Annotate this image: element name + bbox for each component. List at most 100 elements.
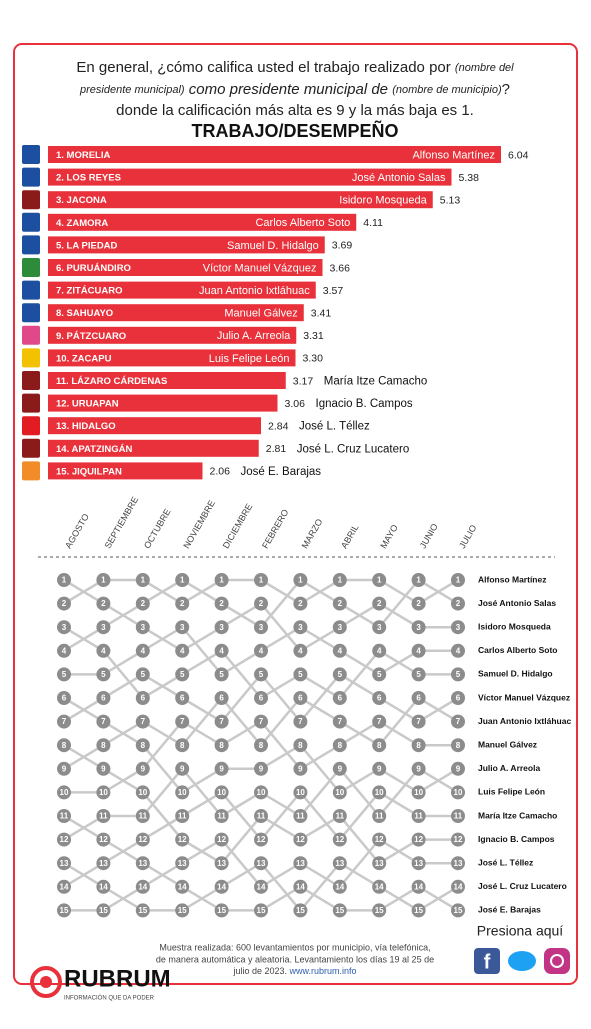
rank-dot bbox=[254, 879, 268, 894]
rank-number: 4 bbox=[456, 646, 461, 655]
rank-number: 10 bbox=[375, 788, 384, 797]
rank-dot bbox=[411, 643, 426, 658]
rank-number: 11 bbox=[139, 812, 148, 821]
rank-number: 13 bbox=[296, 859, 305, 868]
rank-number: 7 bbox=[377, 717, 382, 726]
rank-number: 15 bbox=[217, 906, 226, 915]
rank-number: 5 bbox=[259, 670, 264, 679]
rank-dot bbox=[96, 903, 111, 918]
rank-dot bbox=[254, 856, 268, 871]
bar bbox=[48, 191, 433, 209]
month-label: JUNIO bbox=[418, 522, 440, 550]
rank-dot bbox=[332, 809, 347, 823]
month-label: MARZO bbox=[300, 517, 325, 550]
rank-number: 11 bbox=[257, 812, 266, 821]
footer-note: julio de 2023. bbox=[232, 966, 287, 976]
rank-number: 13 bbox=[60, 859, 69, 868]
rank-number: 10 bbox=[217, 788, 226, 797]
rank-dot bbox=[293, 573, 308, 587]
value-label: 3.31 bbox=[303, 330, 324, 342]
rank-dot bbox=[135, 573, 150, 587]
instagram-icon[interactable] bbox=[544, 948, 570, 974]
rank-name: José Antonio Salas bbox=[478, 598, 556, 608]
rank-number: 3 bbox=[338, 623, 343, 632]
rank-name: Víctor Manuel Vázquez bbox=[478, 692, 570, 702]
rank-number: 12 bbox=[335, 835, 344, 844]
bar bbox=[48, 304, 304, 322]
rank-dot bbox=[135, 620, 150, 635]
rank-number: 2 bbox=[298, 599, 303, 608]
rank-number: 15 bbox=[335, 906, 344, 915]
value-label: 3.57 bbox=[323, 285, 344, 297]
rank-number: 10 bbox=[454, 788, 463, 797]
rank-dot bbox=[411, 809, 426, 823]
rank-number: 6 bbox=[141, 694, 146, 703]
footer-link[interactable]: www.rubrum.info bbox=[289, 966, 357, 976]
rank-dot bbox=[175, 620, 190, 635]
rank-dot bbox=[214, 714, 229, 729]
twitter-icon[interactable] bbox=[508, 951, 536, 971]
tagline: INFORMACIÓN QUE DA PODER bbox=[64, 995, 155, 1002]
rank-number: 14 bbox=[178, 882, 187, 891]
rank-dot bbox=[254, 903, 268, 918]
rank-dot bbox=[332, 879, 347, 894]
rank-number: 1 bbox=[141, 576, 146, 585]
cta: Presiona aquí bbox=[477, 923, 564, 939]
rank-dot bbox=[254, 667, 268, 682]
month-label: MAYO bbox=[378, 523, 400, 550]
rank-dot bbox=[372, 667, 387, 682]
bar bbox=[48, 281, 316, 299]
category-label: 10. ZACAPU bbox=[56, 353, 112, 364]
rank-dot bbox=[411, 738, 426, 753]
rank-dot bbox=[293, 856, 308, 871]
facebook-icon[interactable] bbox=[474, 948, 500, 974]
name-label: José Antonio Salas bbox=[352, 172, 446, 184]
rank-number: 15 bbox=[257, 906, 266, 915]
name-label: José E. Barajas bbox=[241, 466, 322, 478]
rank-number: 7 bbox=[219, 717, 224, 726]
value-label: 3.66 bbox=[330, 262, 351, 274]
rank-dot bbox=[332, 785, 347, 800]
category-label: 6. PURUÁNDIRO bbox=[56, 263, 131, 274]
rank-dot bbox=[293, 903, 308, 918]
rank-number: 9 bbox=[338, 764, 343, 773]
rank-number: 6 bbox=[219, 694, 224, 703]
rank-dot bbox=[254, 643, 268, 658]
rank-number: 6 bbox=[416, 694, 421, 703]
rank-number: 8 bbox=[219, 741, 224, 750]
name-label: Luis Felipe León bbox=[209, 353, 290, 365]
rank-number: 4 bbox=[377, 646, 382, 655]
rank-dot bbox=[254, 738, 268, 753]
rank-number: 4 bbox=[219, 646, 224, 655]
rank-number: 9 bbox=[259, 764, 264, 773]
rank-number: 4 bbox=[62, 646, 67, 655]
rank-number: 3 bbox=[62, 623, 67, 632]
rank-dot bbox=[175, 643, 190, 658]
rank-dot bbox=[293, 596, 308, 611]
rank-dot bbox=[135, 856, 150, 871]
rank-number: 4 bbox=[259, 646, 264, 655]
category-label: 11. LÁZARO CÁRDENAS bbox=[56, 376, 167, 387]
name-label: Víctor Manuel Vázquez bbox=[203, 262, 317, 274]
rank-dot bbox=[175, 596, 190, 611]
rank-dot bbox=[254, 714, 268, 729]
name-label: Manuel Gálvez bbox=[224, 308, 297, 320]
rank-dot bbox=[451, 620, 465, 635]
rank-number: 1 bbox=[456, 576, 461, 585]
rank-dot bbox=[57, 596, 71, 611]
rank-dot bbox=[372, 903, 387, 918]
bar bbox=[48, 372, 286, 389]
rank-dot bbox=[293, 620, 308, 635]
rank-number: 13 bbox=[335, 859, 344, 868]
rank-dot bbox=[214, 809, 229, 823]
rank-name: Julio A. Arreola bbox=[478, 763, 540, 773]
rank-number: 1 bbox=[219, 576, 224, 585]
rank-dot bbox=[135, 738, 150, 753]
rank-dot bbox=[372, 809, 387, 823]
rank-dot bbox=[254, 809, 268, 823]
category-label: 12. URUAPAN bbox=[56, 399, 119, 410]
rank-dot bbox=[175, 785, 190, 800]
rank-number: 10 bbox=[138, 788, 147, 797]
rank-dot bbox=[293, 643, 308, 658]
rank-dot bbox=[96, 761, 111, 776]
